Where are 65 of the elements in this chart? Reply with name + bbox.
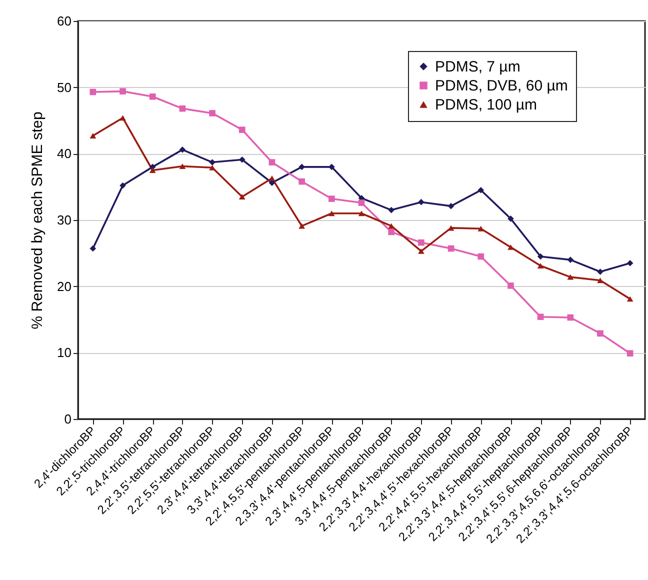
point	[209, 110, 216, 116]
point	[448, 202, 454, 210]
legend-label: PDMS, 7 µm	[435, 58, 520, 76]
point	[626, 296, 634, 302]
point	[626, 260, 634, 266]
point	[448, 245, 454, 252]
point	[90, 245, 96, 252]
point	[537, 253, 544, 260]
point	[120, 115, 126, 121]
point	[328, 210, 335, 216]
point	[298, 223, 305, 229]
point	[418, 239, 424, 246]
point	[388, 223, 395, 229]
point	[268, 159, 276, 166]
point	[478, 186, 484, 194]
point	[179, 105, 186, 112]
point	[508, 244, 514, 250]
point	[508, 216, 514, 222]
point	[238, 156, 246, 163]
point	[238, 194, 246, 200]
y-tick-label: 60	[57, 14, 72, 28]
point	[298, 164, 305, 170]
y-tick-label: 50	[57, 80, 72, 95]
point	[268, 175, 276, 181]
y-tick-label: 20	[57, 278, 72, 294]
point	[298, 178, 305, 185]
point	[179, 146, 186, 153]
legend-label: PDMS, DVB, 60 µm	[435, 78, 568, 94]
point	[478, 253, 484, 260]
y-tick-label: 0	[64, 412, 72, 426]
point	[149, 93, 156, 100]
point	[478, 226, 484, 232]
point	[597, 278, 604, 284]
point	[358, 200, 365, 206]
point	[358, 210, 365, 216]
y-tick-label: 30	[57, 212, 72, 228]
point	[597, 330, 604, 337]
point	[209, 159, 216, 166]
point	[508, 282, 514, 289]
point	[597, 268, 604, 275]
point	[567, 274, 574, 280]
point	[418, 248, 424, 254]
point	[567, 256, 574, 263]
y-axis-title: % Removed by each SPME step	[29, 112, 46, 330]
point	[388, 228, 395, 236]
y-tick-label: 40	[57, 146, 72, 162]
point	[537, 263, 544, 269]
point	[120, 182, 126, 189]
point	[209, 164, 216, 170]
point	[626, 350, 634, 356]
point	[179, 164, 186, 170]
y-tick-label: 10	[57, 345, 72, 360]
point	[448, 225, 454, 231]
point	[238, 126, 246, 133]
point	[537, 314, 544, 320]
point	[388, 206, 395, 214]
point	[90, 133, 96, 138]
point	[418, 198, 424, 206]
point	[567, 314, 574, 321]
point	[328, 196, 335, 202]
point	[149, 168, 156, 173]
legend-label: PDMS, 100 µm	[435, 96, 538, 114]
point	[120, 88, 126, 94]
point	[90, 88, 96, 96]
point	[328, 164, 335, 170]
